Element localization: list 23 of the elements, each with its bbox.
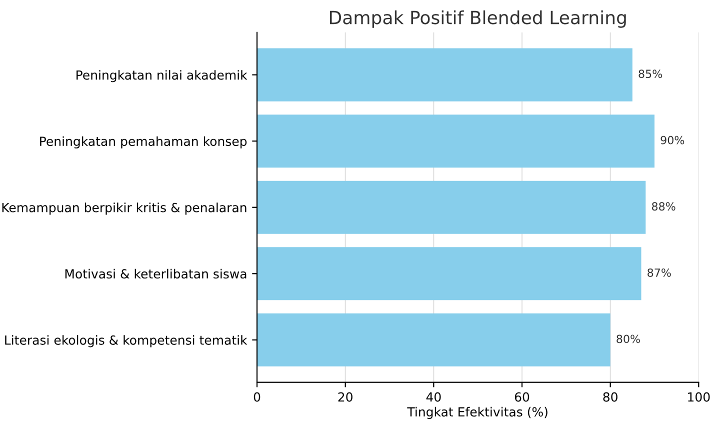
data-label: 90% bbox=[660, 136, 684, 144]
y-tick-label: Peningkatan pemahaman konsep bbox=[40, 136, 247, 148]
x-tick-label: 20 bbox=[338, 392, 352, 402]
x-tick-label: 80 bbox=[603, 392, 618, 402]
x-tick-label: 60 bbox=[514, 392, 530, 402]
data-label: 87% bbox=[648, 268, 671, 277]
bar bbox=[257, 48, 632, 102]
chart-title: Dampak Positif Blended Learning bbox=[330, 10, 626, 28]
x-tick-label: 100 bbox=[688, 392, 710, 402]
data-label: 85% bbox=[638, 70, 662, 78]
data-label: 88% bbox=[652, 202, 676, 211]
x-tick-label: 0 bbox=[254, 392, 260, 402]
bar bbox=[257, 180, 646, 234]
y-tick-label: Peningkatan nilai akademik bbox=[76, 70, 248, 82]
x-axis-title: Tingkat Efektivitas (%) bbox=[407, 406, 548, 420]
bar bbox=[257, 247, 642, 300]
y-tick-label: Motivasi & keterlibatan siswa bbox=[65, 268, 246, 279]
y-tick-label: Kemampuan berpikir kritis & penalaran bbox=[2, 202, 246, 215]
bar bbox=[257, 313, 610, 366]
x-tick-label: 40 bbox=[426, 392, 441, 402]
data-label: 80% bbox=[616, 334, 640, 344]
bar bbox=[257, 114, 654, 168]
y-tick-label: Literasi ekologis & kompetensi tematik bbox=[5, 335, 248, 348]
